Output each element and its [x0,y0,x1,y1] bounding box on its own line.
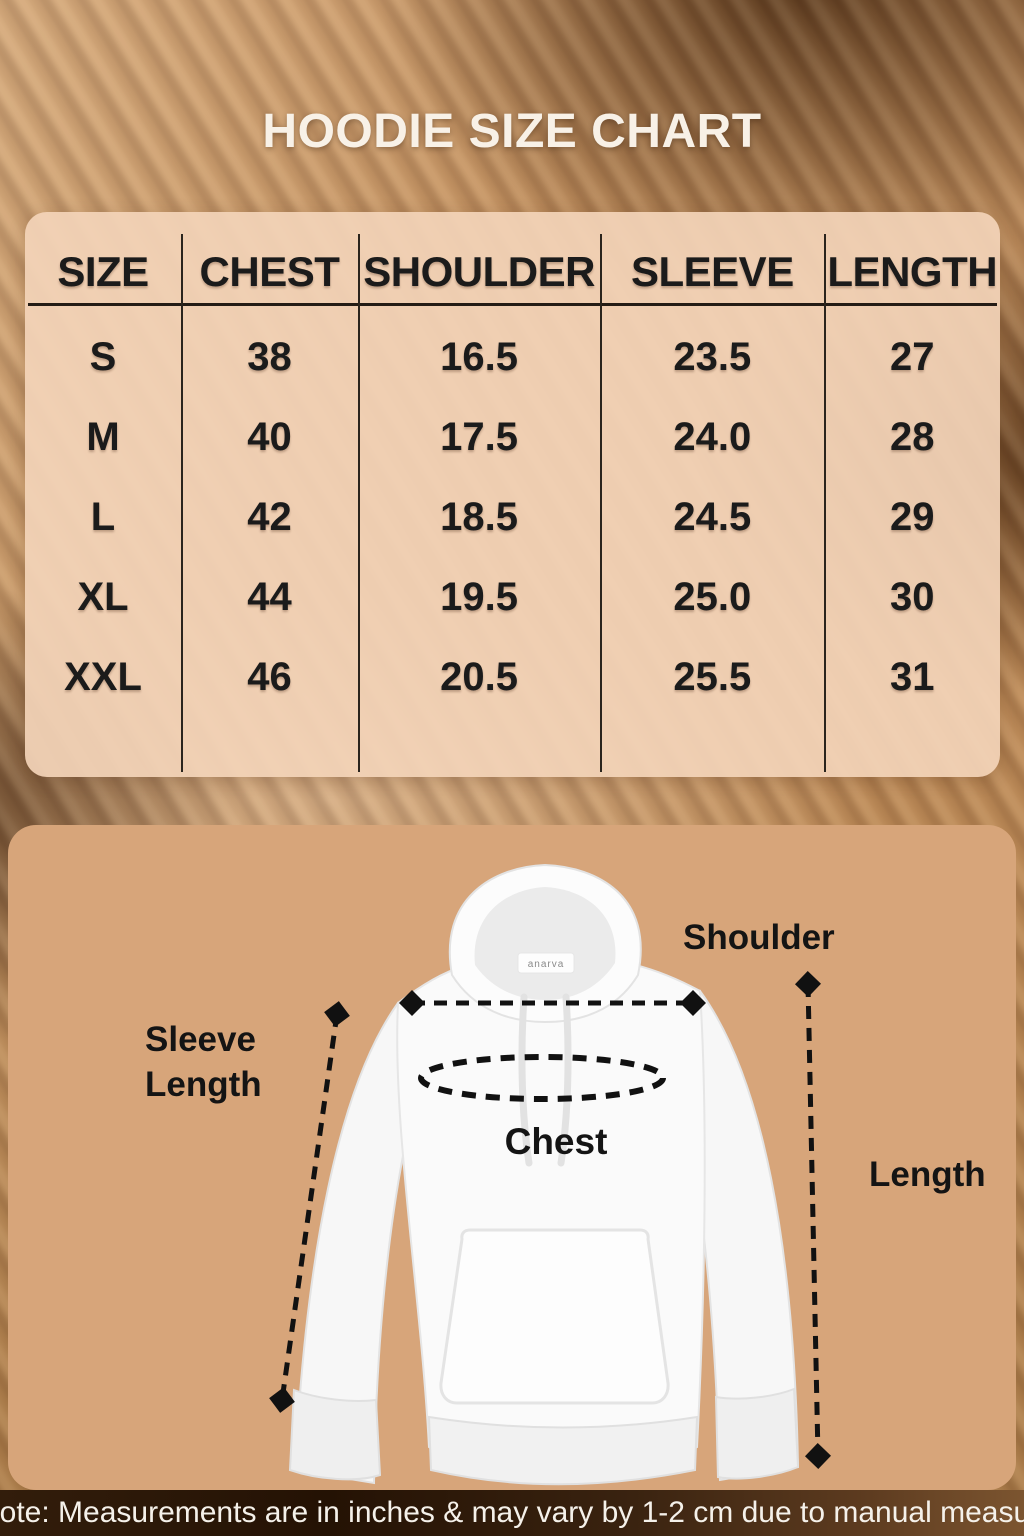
cell-shoulder: 19.5 [440,575,519,619]
shoulder-label: Shoulder [683,918,835,957]
hoodie-hood-lining [474,887,616,1000]
hoodie-right-cuff [714,1387,800,1480]
cell-sleeve: 24.5 [673,495,752,539]
cell-chest: 38 [247,335,292,379]
cell-size: XL [77,575,129,619]
cell-length: 27 [889,335,935,379]
column-header-chest: CHEST [199,248,340,295]
cell-size: S [89,335,117,379]
size-table-panel: SIZE CHEST SHOULDER SLEEVE LENGTH S 38 1… [25,212,1000,777]
cell-length: 31 [889,655,935,699]
cell-length: 30 [889,575,935,619]
column-divider [600,234,602,772]
length-measure-line [795,971,831,1469]
table-row: XXL 46 20.5 25.5 31 [25,651,1000,703]
cell-shoulder: 17.5 [440,415,519,459]
drawstring [557,993,572,1167]
column-divider [181,234,183,772]
cell-size: XXL [64,655,142,699]
hoodie-hem [427,1415,699,1486]
sleeve-length-label-line2: Length [145,1064,262,1104]
column-header-length: LENGTH [827,248,998,295]
brand-tag-text: anarva [528,959,565,970]
note-text: Note: Measurements are in inches & may v… [0,1496,1024,1529]
measurement-diagram-panel: anarva [8,825,1016,1490]
cell-shoulder: 18.5 [440,495,519,539]
cell-length: 28 [889,415,935,459]
table-row: M 40 17.5 24.0 28 [25,411,1000,463]
cell-sleeve: 25.5 [673,655,752,699]
page-title: HOODIE SIZE CHART [262,105,762,158]
cell-shoulder: 20.5 [440,655,519,699]
cell-chest: 40 [247,415,292,459]
length-label: Length [869,1155,986,1194]
column-header-sleeve: SLEEVE [630,248,794,295]
cell-length: 29 [889,495,935,539]
note-bar: Note: Measurements are in inches & may v… [0,1490,1024,1536]
cell-size: L [90,495,116,539]
hoodie-pocket [439,1228,670,1405]
column-divider [824,234,826,772]
column-header-shoulder: SHOULDER [363,248,595,295]
cell-chest: 42 [247,495,292,539]
table-header-row: SIZE CHEST SHOULDER SLEEVE LENGTH [25,244,1000,300]
cell-sleeve: 23.5 [673,335,752,379]
neck-tag [517,952,575,974]
sleeve-length-label-line1: Sleeve [145,1020,256,1059]
column-header-size: SIZE [57,248,149,295]
table-row: XL 44 19.5 25.0 30 [25,571,1000,623]
cell-shoulder: 16.5 [440,335,519,379]
table-row: S 38 16.5 23.5 27 [25,331,1000,383]
header-underline [28,303,997,306]
chest-measure-ellipse [418,1054,666,1102]
drawstring [518,993,533,1167]
cell-chest: 44 [247,575,292,619]
cell-sleeve: 24.0 [673,415,752,459]
table-row: L 42 18.5 24.5 29 [25,491,1000,543]
hoodie-left-cuff [288,1388,382,1481]
hoodie-illustration: anarva [269,863,831,1486]
sleeve-length-label: Sleeve Length [145,1018,262,1108]
column-divider [358,234,360,772]
cell-chest: 46 [247,655,292,699]
cell-sleeve: 25.0 [673,575,752,619]
cell-size: M [86,415,120,459]
chest-label: Chest [504,1121,608,1162]
